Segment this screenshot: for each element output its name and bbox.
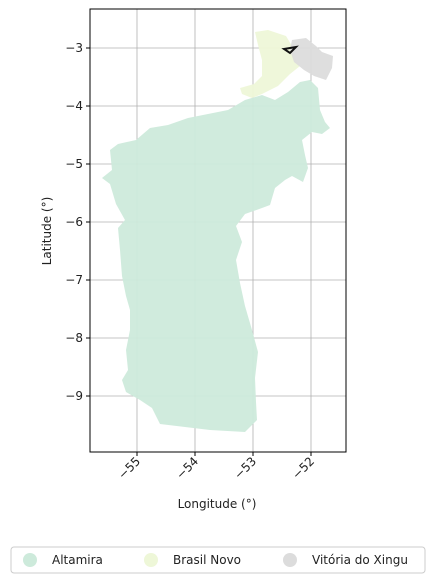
legend-frame	[10, 546, 426, 574]
x-tick-label: −52	[289, 454, 317, 482]
y-axis-tick-labels: −3 −4 −5 −6 −7 −8 −9	[65, 41, 83, 403]
legend-marker-vitoria-do-xingu	[283, 553, 297, 567]
y-tick-label: −4	[65, 99, 83, 113]
legend-marker-brasil-novo	[144, 553, 158, 567]
x-axis-ticks	[136, 452, 312, 456]
y-tick-label: −3	[65, 41, 83, 55]
legend-label-brasil-novo: Brasil Novo	[173, 553, 241, 567]
x-axis-label: Longitude (°)	[178, 497, 257, 511]
x-tick-label: −54	[173, 454, 201, 482]
y-tick-label: −8	[65, 331, 83, 345]
marker-outline	[281, 45, 299, 55]
y-tick-label: −6	[65, 215, 83, 229]
legend: Altamira Brasil Novo Vitória do Xingu	[10, 546, 426, 574]
region-vitoria-do-xingu[interactable]	[290, 38, 333, 80]
legend-label-altamira: Altamira	[52, 553, 103, 567]
x-axis-tick-labels: −55 −54 −53 −52	[115, 454, 317, 482]
y-axis-ticks	[86, 47, 90, 397]
region-altamira[interactable]	[102, 80, 330, 432]
legend-label-vitoria-do-xingu: Vitória do Xingu	[312, 553, 408, 567]
y-tick-label: −7	[65, 273, 83, 287]
y-axis-label: Latitude (°)	[40, 197, 54, 266]
x-tick-label: −55	[115, 454, 143, 482]
legend-marker-altamira	[23, 553, 37, 567]
region-brasil-novo[interactable]	[240, 30, 300, 98]
x-tick-label: −53	[231, 454, 259, 482]
y-tick-label: −9	[65, 389, 83, 403]
plot-frame	[89, 8, 347, 453]
y-tick-label: −5	[65, 157, 83, 171]
